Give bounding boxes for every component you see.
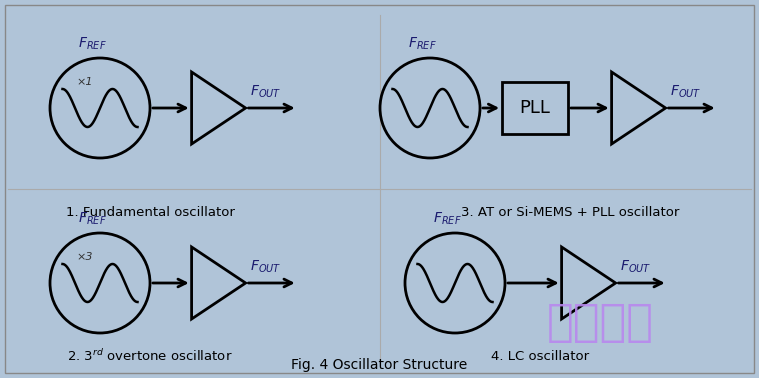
Text: $\mathregular{F_{REF}}$: $\mathregular{F_{REF}}$ bbox=[408, 36, 437, 52]
Text: 3. AT or Si-MEMS + PLL oscillator: 3. AT or Si-MEMS + PLL oscillator bbox=[461, 206, 679, 220]
Text: PLL: PLL bbox=[520, 99, 550, 117]
Text: ×1: ×1 bbox=[77, 77, 93, 87]
Text: $\mathregular{F_{OUT}}$: $\mathregular{F_{OUT}}$ bbox=[619, 259, 651, 275]
Text: $\mathregular{F_{REF}}$: $\mathregular{F_{REF}}$ bbox=[78, 211, 107, 227]
Text: 4. LC oscillator: 4. LC oscillator bbox=[491, 350, 589, 363]
Text: $\mathregular{F_{REF}}$: $\mathregular{F_{REF}}$ bbox=[78, 36, 107, 52]
Bar bbox=[502, 82, 568, 134]
Text: 龙湖电子: 龙湖电子 bbox=[546, 302, 653, 344]
Text: Fig. 4 Oscillator Structure: Fig. 4 Oscillator Structure bbox=[291, 358, 468, 372]
Text: ×3: ×3 bbox=[77, 252, 93, 262]
Text: 2. 3$^{rd}$ overtone oscillator: 2. 3$^{rd}$ overtone oscillator bbox=[68, 348, 233, 364]
Text: $\mathregular{F_{REF}}$: $\mathregular{F_{REF}}$ bbox=[433, 211, 462, 227]
Text: $\mathregular{F_{OUT}}$: $\mathregular{F_{OUT}}$ bbox=[250, 84, 281, 100]
Text: 1. Fundamental oscillator: 1. Fundamental oscillator bbox=[65, 206, 235, 220]
Text: $\mathregular{F_{OUT}}$: $\mathregular{F_{OUT}}$ bbox=[250, 259, 281, 275]
Text: $\mathregular{F_{OUT}}$: $\mathregular{F_{OUT}}$ bbox=[669, 84, 701, 100]
